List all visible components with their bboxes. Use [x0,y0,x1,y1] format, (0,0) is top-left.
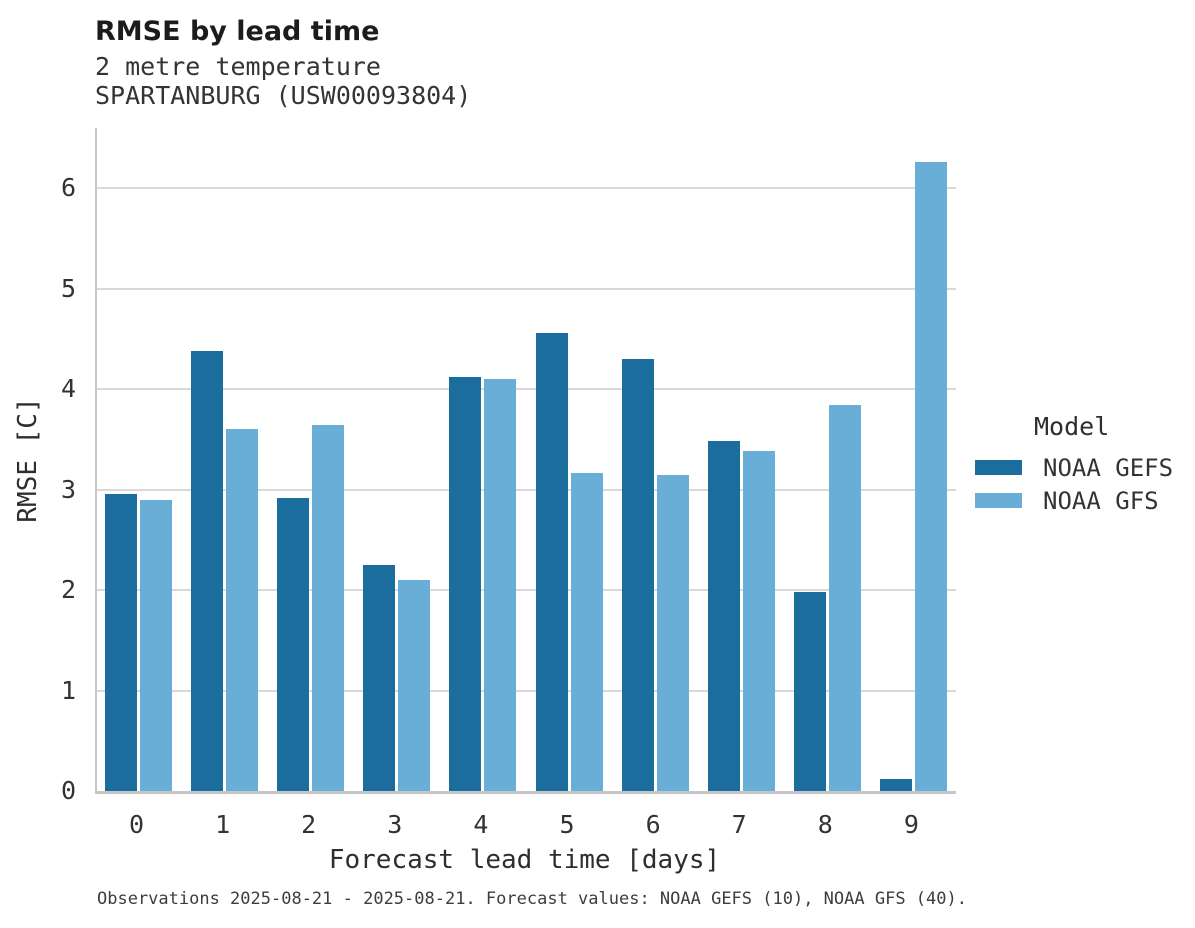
y-axis-tick-labels: 0 1 2 3 4 5 6 [16,128,76,804]
y-tick-label-0: 0 [60,776,76,805]
x-tick-label-8: 8 [817,810,833,839]
chart-subtitle-station: SPARTANBURG (USW00093804) [95,81,472,110]
bar-noaa-gfs-lead-5 [570,472,603,791]
legend-title: Model [1034,412,1110,441]
legend-swatch-icon [975,493,1022,508]
legend-label: NOAA GFS [1043,486,1159,515]
bar-noaa-gfs-lead-1 [226,429,259,791]
gridline-y-4 [97,388,956,391]
bar-noaa-gfs-lead-8 [828,405,861,791]
plot-panel [95,128,956,794]
x-tick-label-6: 6 [645,810,661,839]
y-tick-label-5: 5 [60,273,76,303]
gridline-y-3 [97,488,956,491]
x-tick-label-0: 0 [128,810,145,839]
x-tick-label-3: 3 [387,810,403,839]
bar-noaa-gefs-lead-6 [621,359,654,791]
bar-noaa-gfs-lead-2 [312,425,345,791]
legend-entry-noaa-gefs: NOAA GEFS [975,454,1190,482]
y-tick-label-1: 1 [60,675,76,705]
gridline-y-1 [97,689,956,692]
y-axis-title: RMSE [C] [13,397,43,523]
x-tick-label-5: 5 [559,810,575,839]
bar-noaa-gfs-lead-9 [914,162,947,791]
legend-entry-noaa-gfs: NOAA GFS [975,487,1190,515]
bar-noaa-gfs-lead-6 [656,474,689,791]
legend-label: NOAA GEFS [1043,453,1174,482]
chart-title: RMSE by lead time [95,16,380,47]
bar-noaa-gefs-lead-1 [191,351,224,791]
legend: Model NOAA GEFS NOAA GFS [975,412,1190,523]
bar-noaa-gefs-lead-5 [535,332,568,791]
bar-noaa-gefs-lead-8 [793,592,826,791]
x-tick-label-7: 7 [731,810,747,839]
x-tick-label-9: 9 [903,810,919,839]
legend-items: NOAA GEFS NOAA GFS [975,454,1190,515]
bar-noaa-gefs-lead-7 [707,441,740,791]
bar-noaa-gefs-lead-4 [449,377,482,791]
chart-subtitle-variable: 2 metre temperature [95,52,381,81]
bar-noaa-gefs-lead-3 [363,564,396,791]
x-tick-label-4: 4 [473,810,489,839]
bar-noaa-gfs-lead-3 [398,580,431,791]
gridline-y-5 [97,287,956,290]
x-axis-title: Forecast lead time [days] [328,845,721,875]
caption: Observations 2025-08-21 - 2025-08-21. Fo… [97,889,967,909]
y-tick-label-3: 3 [60,474,76,504]
bar-noaa-gfs-lead-7 [742,451,775,791]
gridline-y-6 [97,187,956,190]
bar-noaa-gfs-lead-4 [484,379,517,791]
bar-noaa-gfs-lead-0 [140,499,172,791]
x-axis-tick-labels: 0 1 2 3 4 5 6 7 8 9 [95,810,954,840]
y-tick-label-6: 6 [60,173,76,203]
y-tick-label-4: 4 [60,374,76,404]
x-tick-label-1: 1 [215,810,231,839]
bar-noaa-gefs-lead-2 [277,497,310,791]
x-tick-label-2: 2 [301,810,317,839]
legend-swatch-icon [975,460,1022,475]
bar-noaa-gefs-lead-0 [105,493,137,791]
gridline-y-2 [97,589,956,592]
y-tick-label-2: 2 [60,575,76,605]
bar-noaa-gefs-lead-9 [879,778,912,791]
